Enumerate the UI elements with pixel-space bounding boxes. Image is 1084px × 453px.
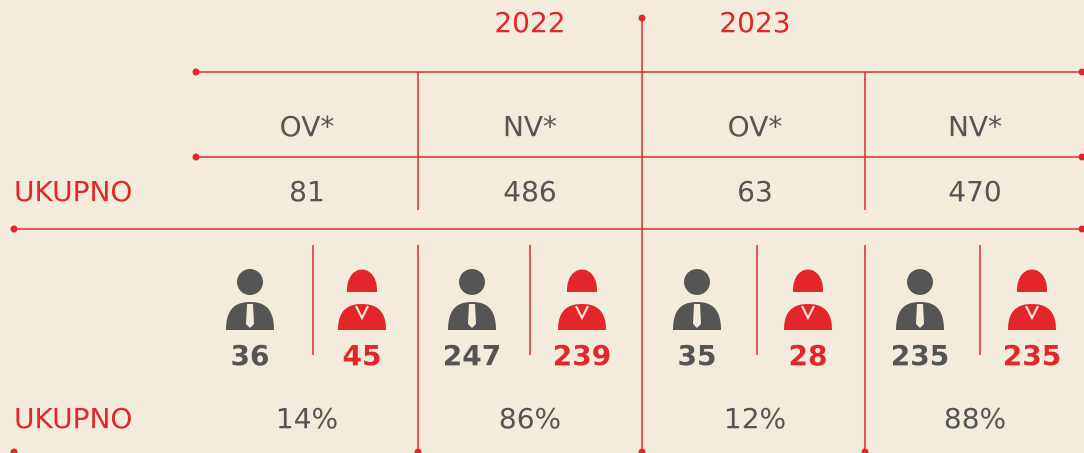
female-icon [558,269,606,330]
female-count: 239 [553,339,611,372]
male-count: 247 [443,339,501,372]
female-icon [784,269,832,330]
row-label: UKUPNO [14,175,132,208]
male-icon [448,269,496,330]
male-icon [226,269,274,330]
percent-value: 14% [276,402,338,435]
tie [468,304,476,328]
column-header: NV* [948,110,1002,143]
column-header: OV* [280,110,335,143]
tie [916,304,924,328]
male-icon [896,269,944,330]
year: 2023 [719,6,790,39]
total-value: 63 [737,175,773,208]
head [237,269,263,295]
head [907,269,933,295]
percent-value: 12% [724,402,786,435]
total-value: 81 [289,175,325,208]
total-value: 486 [503,175,556,208]
year: 2022 [494,6,565,39]
head [459,269,485,295]
hair [792,269,824,292]
percent-value: 86% [499,402,561,435]
collar [801,305,815,321]
female-count: 28 [789,339,828,372]
male-count: 36 [231,339,270,372]
female-icon [1008,269,1056,330]
collar [355,305,369,321]
hair [346,269,378,292]
tie [246,304,254,328]
row-label: UKUPNO [14,402,132,435]
collar [575,305,589,321]
male-icon [673,269,721,330]
column-header: OV* [728,110,783,143]
grid-lines [10,14,1084,453]
total-value: 470 [948,175,1001,208]
female-icon [338,269,386,330]
female-count: 45 [343,339,382,372]
head [684,269,710,295]
male-count: 235 [891,339,949,372]
female-count: 235 [1003,339,1061,372]
male-count: 35 [678,339,717,372]
tie [693,304,701,328]
collar [1025,305,1039,321]
column-header: NV* [503,110,557,143]
hair [566,269,598,292]
percent-value: 88% [944,402,1006,435]
hair [1016,269,1048,292]
